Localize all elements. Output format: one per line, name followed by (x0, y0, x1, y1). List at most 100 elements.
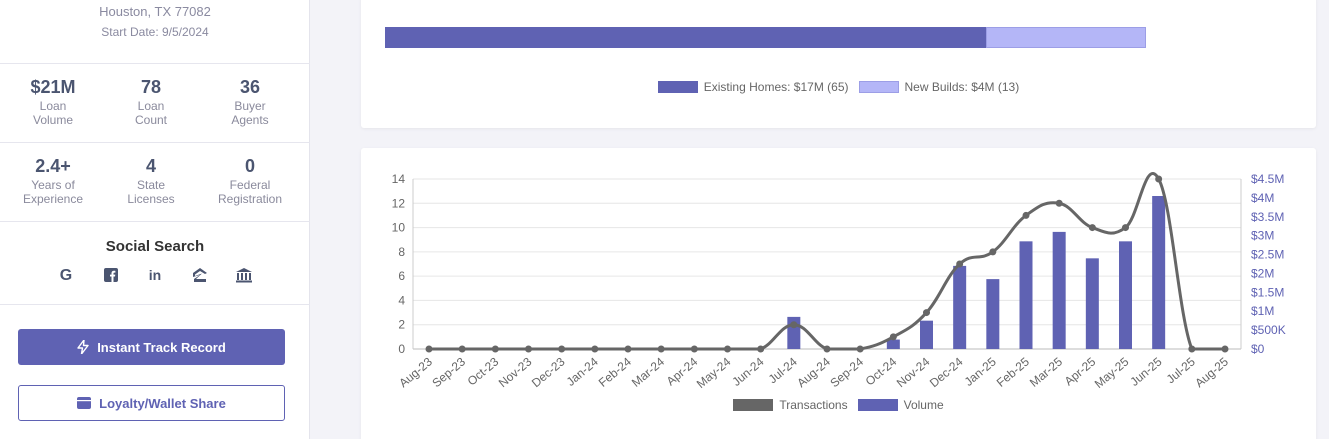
transactions-point[interactable] (1055, 199, 1063, 207)
y-left-tick-label: 0 (398, 342, 405, 356)
transactions-point[interactable] (1088, 224, 1096, 232)
legend-existing-homes[interactable]: Existing Homes: $17M (65) (657, 80, 849, 94)
stat-label: Experience (22, 192, 84, 206)
legend-swatch (657, 81, 698, 93)
transactions-point[interactable] (823, 345, 831, 353)
x-tick-label: Dec-23 (529, 354, 568, 390)
divider (0, 142, 310, 143)
transactions-point[interactable] (591, 345, 599, 353)
transactions-line (429, 172, 1225, 351)
x-tick-label: Jun-25 (1127, 354, 1164, 389)
x-tick-label: Mar-24 (629, 354, 667, 389)
x-tick-label: Aug-25 (1192, 354, 1231, 390)
legend-volume[interactable]: Volume (857, 398, 944, 412)
transactions-point[interactable] (790, 321, 798, 329)
stat-label: Count (134, 113, 168, 127)
instant-track-record-button[interactable]: Instant Track Record (18, 329, 285, 365)
transactions-point[interactable] (889, 333, 897, 341)
lightning-icon (77, 340, 89, 354)
stat-value: $21M (30, 77, 76, 97)
transactions-point[interactable] (1221, 345, 1229, 353)
volume-bar[interactable] (1119, 241, 1132, 349)
transactions-point[interactable] (425, 345, 433, 353)
button-label: Loyalty/Wallet Share (99, 395, 226, 411)
transactions-point[interactable] (491, 345, 499, 353)
bank-icon[interactable] (233, 264, 255, 286)
transactions-point[interactable] (657, 345, 665, 353)
home-type-split-card: Existing Homes: $17M (65) New Builds: $4… (361, 0, 1316, 128)
divider (0, 304, 310, 305)
volume-bar[interactable] (886, 339, 900, 349)
x-tick-label: Oct-24 (863, 354, 900, 388)
new-builds-segment[interactable] (986, 27, 1146, 48)
legend-swatch (857, 399, 898, 411)
legend-new-builds[interactable]: New Builds: $4M (13) (858, 80, 1020, 94)
transactions-point[interactable] (624, 345, 632, 353)
x-tick-label: Nov-24 (894, 354, 933, 390)
stat-years-experience: 2.4+ Years of Experience (3, 156, 103, 206)
volume-bar[interactable] (1052, 231, 1066, 349)
y-right-tick-label: $2M (1251, 266, 1274, 280)
transactions-point[interactable] (1122, 224, 1129, 232)
stat-loan-count: 78 Loan Count (101, 77, 201, 127)
linkedin-icon[interactable]: in (144, 264, 166, 286)
stat-label: Years of (31, 178, 75, 192)
volume-bar[interactable] (1085, 258, 1099, 349)
loyalty-wallet-share-button[interactable]: Loyalty/Wallet Share (18, 385, 285, 421)
volume-bar[interactable] (920, 320, 933, 349)
x-tick-label: Jan-25 (962, 354, 999, 389)
x-tick-label: Oct-23 (465, 354, 502, 388)
transactions-point[interactable] (724, 345, 731, 353)
x-tick-label: Jun-24 (729, 354, 766, 389)
stat-label: State (136, 178, 166, 192)
volume-bar[interactable] (986, 279, 1000, 349)
y-left-tick-label: 8 (398, 245, 405, 259)
y-right-tick-label: $4.5M (1251, 172, 1284, 186)
transactions-point[interactable] (690, 345, 698, 353)
legend-label: Existing Homes: $17M (65) (703, 80, 849, 94)
volume-bar[interactable] (1019, 241, 1033, 349)
y-right-tick-label: $3M (1251, 229, 1274, 243)
stat-label: Loan (39, 99, 67, 113)
x-tick-label: Feb-25 (994, 354, 1032, 389)
transactions-point[interactable] (856, 345, 864, 353)
stat-value: 0 (244, 156, 255, 176)
stat-state-licenses: 4 State Licenses (101, 156, 201, 206)
transactions-point[interactable] (1155, 175, 1163, 183)
transactions-point[interactable] (923, 309, 930, 317)
transactions-point[interactable] (1188, 345, 1196, 353)
volume-bar[interactable] (953, 265, 967, 349)
y-left-tick-label: 10 (392, 221, 406, 235)
y-right-tick-label: $1.5M (1251, 285, 1284, 299)
transactions-point[interactable] (1022, 211, 1030, 219)
x-tick-label: Feb-24 (596, 354, 634, 389)
social-icons-row: G in (55, 264, 255, 286)
transactions-point[interactable] (458, 345, 466, 353)
zillow-icon[interactable] (189, 264, 211, 286)
transactions-point[interactable] (558, 345, 566, 353)
svg-text:in: in (149, 267, 161, 283)
legend-transactions[interactable]: Transactions (733, 398, 848, 412)
existing-homes-segment[interactable] (385, 27, 987, 48)
x-tick-label: Sep-24 (827, 354, 866, 390)
stat-value: 36 (239, 77, 261, 97)
legend-label: Volume (903, 398, 944, 412)
facebook-icon[interactable] (100, 264, 122, 286)
stat-buyer-agents: 36 Buyer Agents (200, 77, 300, 127)
x-tick-label: May-24 (694, 354, 734, 391)
transactions-point[interactable] (757, 345, 765, 353)
transactions-point[interactable] (956, 260, 964, 268)
volume-bar[interactable] (1152, 196, 1166, 349)
x-tick-label: Apr-25 (1062, 354, 1099, 388)
stat-federal-registration: 0 Federal Registration (200, 156, 300, 206)
legend-swatch (733, 399, 774, 411)
legend-label: Transactions (779, 398, 848, 412)
stat-label: Buyer (234, 99, 266, 113)
profile-sidebar: Houston, TX 77082 Start Date: 9/5/2024 $… (0, 0, 310, 439)
x-tick-label: Dec-24 (927, 354, 966, 390)
google-icon[interactable]: G (55, 264, 77, 286)
transactions-point[interactable] (525, 345, 532, 353)
transactions-point[interactable] (989, 248, 997, 256)
y-right-tick-label: $500K (1251, 323, 1286, 337)
legend-label: New Builds: $4M (13) (904, 80, 1020, 94)
